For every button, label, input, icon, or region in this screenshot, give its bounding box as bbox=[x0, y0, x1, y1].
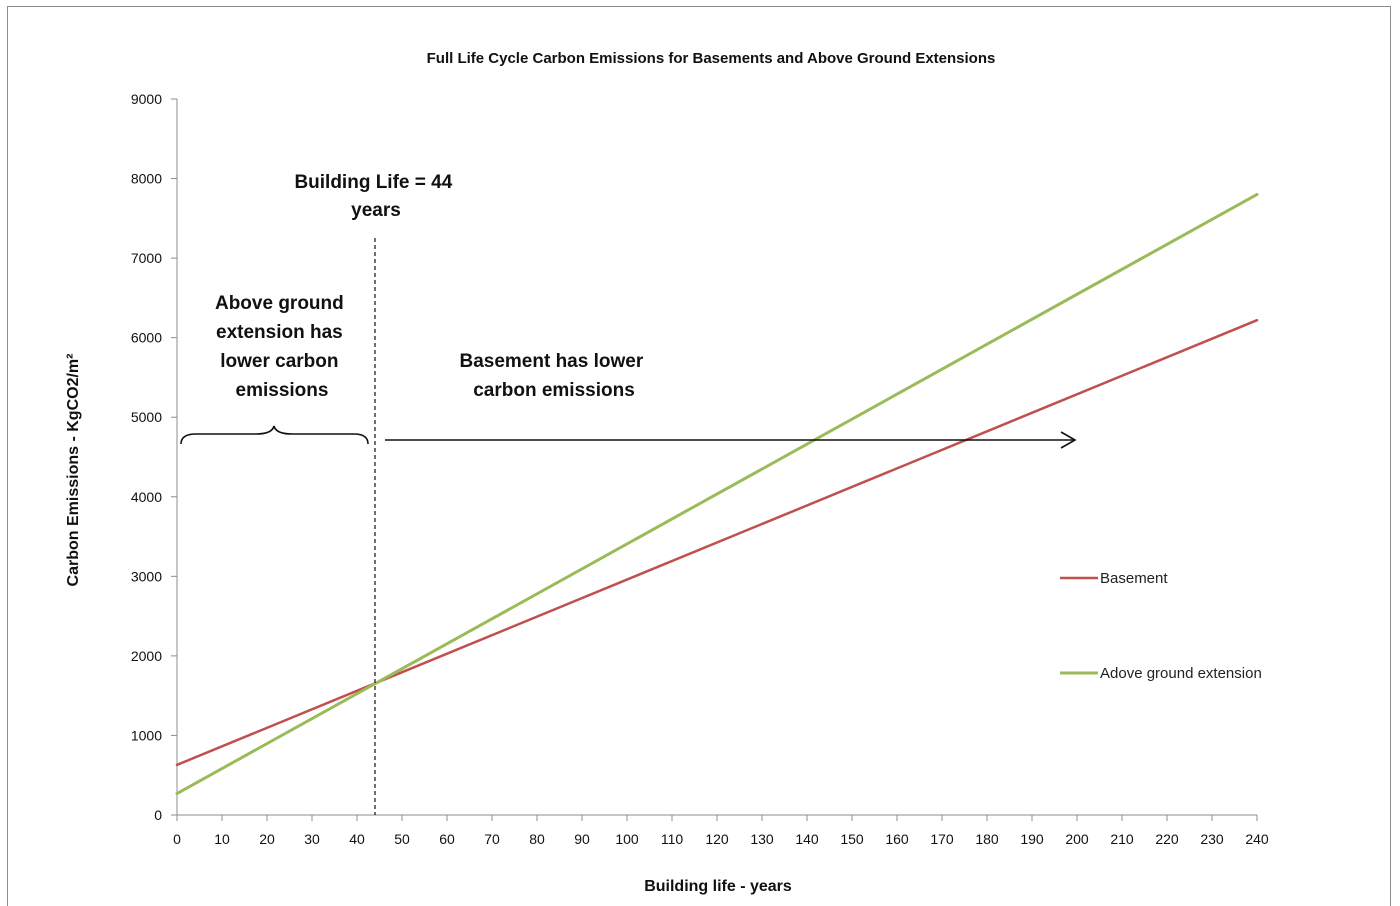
building-life-label-line2: years bbox=[351, 200, 401, 221]
x-tick-label: 40 bbox=[349, 831, 365, 847]
x-tick-label: 140 bbox=[795, 831, 819, 847]
x-tick-label: 110 bbox=[661, 831, 684, 847]
left-region-brace bbox=[180, 425, 369, 445]
left-region-label-line3: lower carbon bbox=[220, 351, 338, 372]
y-tick-label: 5000 bbox=[131, 409, 162, 425]
right-region-label-line2: carbon emissions bbox=[473, 380, 635, 401]
x-axis-label: Building life - years bbox=[644, 878, 792, 895]
x-tick-label: 50 bbox=[394, 831, 410, 847]
y-tick-label: 6000 bbox=[131, 330, 162, 346]
x-tick-label: 90 bbox=[574, 831, 590, 847]
x-tick-label: 200 bbox=[1065, 831, 1089, 847]
legend-label-above-ground: Adove ground extension bbox=[1100, 665, 1262, 682]
x-tick-label: 220 bbox=[1155, 831, 1179, 847]
y-tick-label: 8000 bbox=[131, 171, 162, 187]
x-tick-label: 210 bbox=[1110, 831, 1134, 847]
x-tick-label: 60 bbox=[439, 831, 455, 847]
left-region-label-line2: extension has bbox=[216, 322, 343, 343]
y-tick-label: 3000 bbox=[131, 568, 162, 584]
series-line-basement bbox=[175, 318, 1259, 767]
x-axis: 0 10 20 30 40 50 60 70 80 90 100 110 120 130 140 150 160… bbox=[173, 814, 1269, 847]
y-tick-label: 9000 bbox=[131, 91, 162, 107]
x-tick-label: 10 bbox=[214, 831, 230, 847]
x-tick-label: 240 bbox=[1245, 831, 1269, 847]
right-region-arrow bbox=[385, 431, 1077, 449]
x-tick-label: 130 bbox=[750, 831, 774, 847]
y-tick-label: 0 bbox=[154, 807, 162, 823]
x-tick-label: 160 bbox=[885, 831, 909, 847]
x-tick-label: 80 bbox=[529, 831, 545, 847]
y-axis: 0 1000 2000 3000 4000 5000 6000 7000 8000 9000 bbox=[131, 91, 178, 823]
x-tick-label: 0 bbox=[173, 831, 181, 847]
legend-item-basement: Basement bbox=[1060, 570, 1168, 587]
x-tick-label: 120 bbox=[705, 831, 729, 847]
y-axis-label: Carbon Emissions - KgCO2/m² bbox=[65, 354, 82, 587]
x-tick-label: 70 bbox=[484, 831, 500, 847]
series-layer bbox=[175, 192, 1259, 796]
x-tick-label: 150 bbox=[840, 831, 864, 847]
left-region-label: Above ground extension has lower carbon … bbox=[215, 293, 349, 401]
x-tick-label: 170 bbox=[930, 831, 954, 847]
building-life-label-line1: Building Life = 44 bbox=[294, 172, 452, 193]
chart-frame bbox=[7, 6, 1391, 906]
y-tick-label: 4000 bbox=[131, 489, 162, 505]
chart-title: Full Life Cycle Carbon Emissions for Bas… bbox=[427, 50, 996, 67]
series-line-above-ground bbox=[175, 192, 1259, 796]
building-life-label: Building Life = 44 years bbox=[294, 172, 457, 221]
y-tick-label: 1000 bbox=[131, 727, 162, 743]
x-tick-label: 30 bbox=[304, 831, 320, 847]
legend-item-above-ground: Adove ground extension bbox=[1060, 665, 1262, 682]
legend: Basement Adove ground extension bbox=[1060, 570, 1262, 682]
y-tick-label: 7000 bbox=[131, 250, 162, 266]
right-region-label-line1: Basement has lower bbox=[459, 351, 643, 372]
right-region-label: Basement has lower carbon emissions bbox=[459, 351, 648, 401]
x-tick-label: 100 bbox=[615, 831, 639, 847]
left-region-label-line4: emissions bbox=[236, 380, 329, 401]
x-tick-label: 230 bbox=[1200, 831, 1224, 847]
x-tick-label: 20 bbox=[259, 831, 275, 847]
x-tick-label: 190 bbox=[1020, 831, 1044, 847]
x-tick-label: 180 bbox=[975, 831, 999, 847]
legend-label-basement: Basement bbox=[1100, 570, 1168, 587]
left-region-label-line1: Above ground bbox=[215, 293, 344, 314]
y-tick-label: 2000 bbox=[131, 648, 162, 664]
